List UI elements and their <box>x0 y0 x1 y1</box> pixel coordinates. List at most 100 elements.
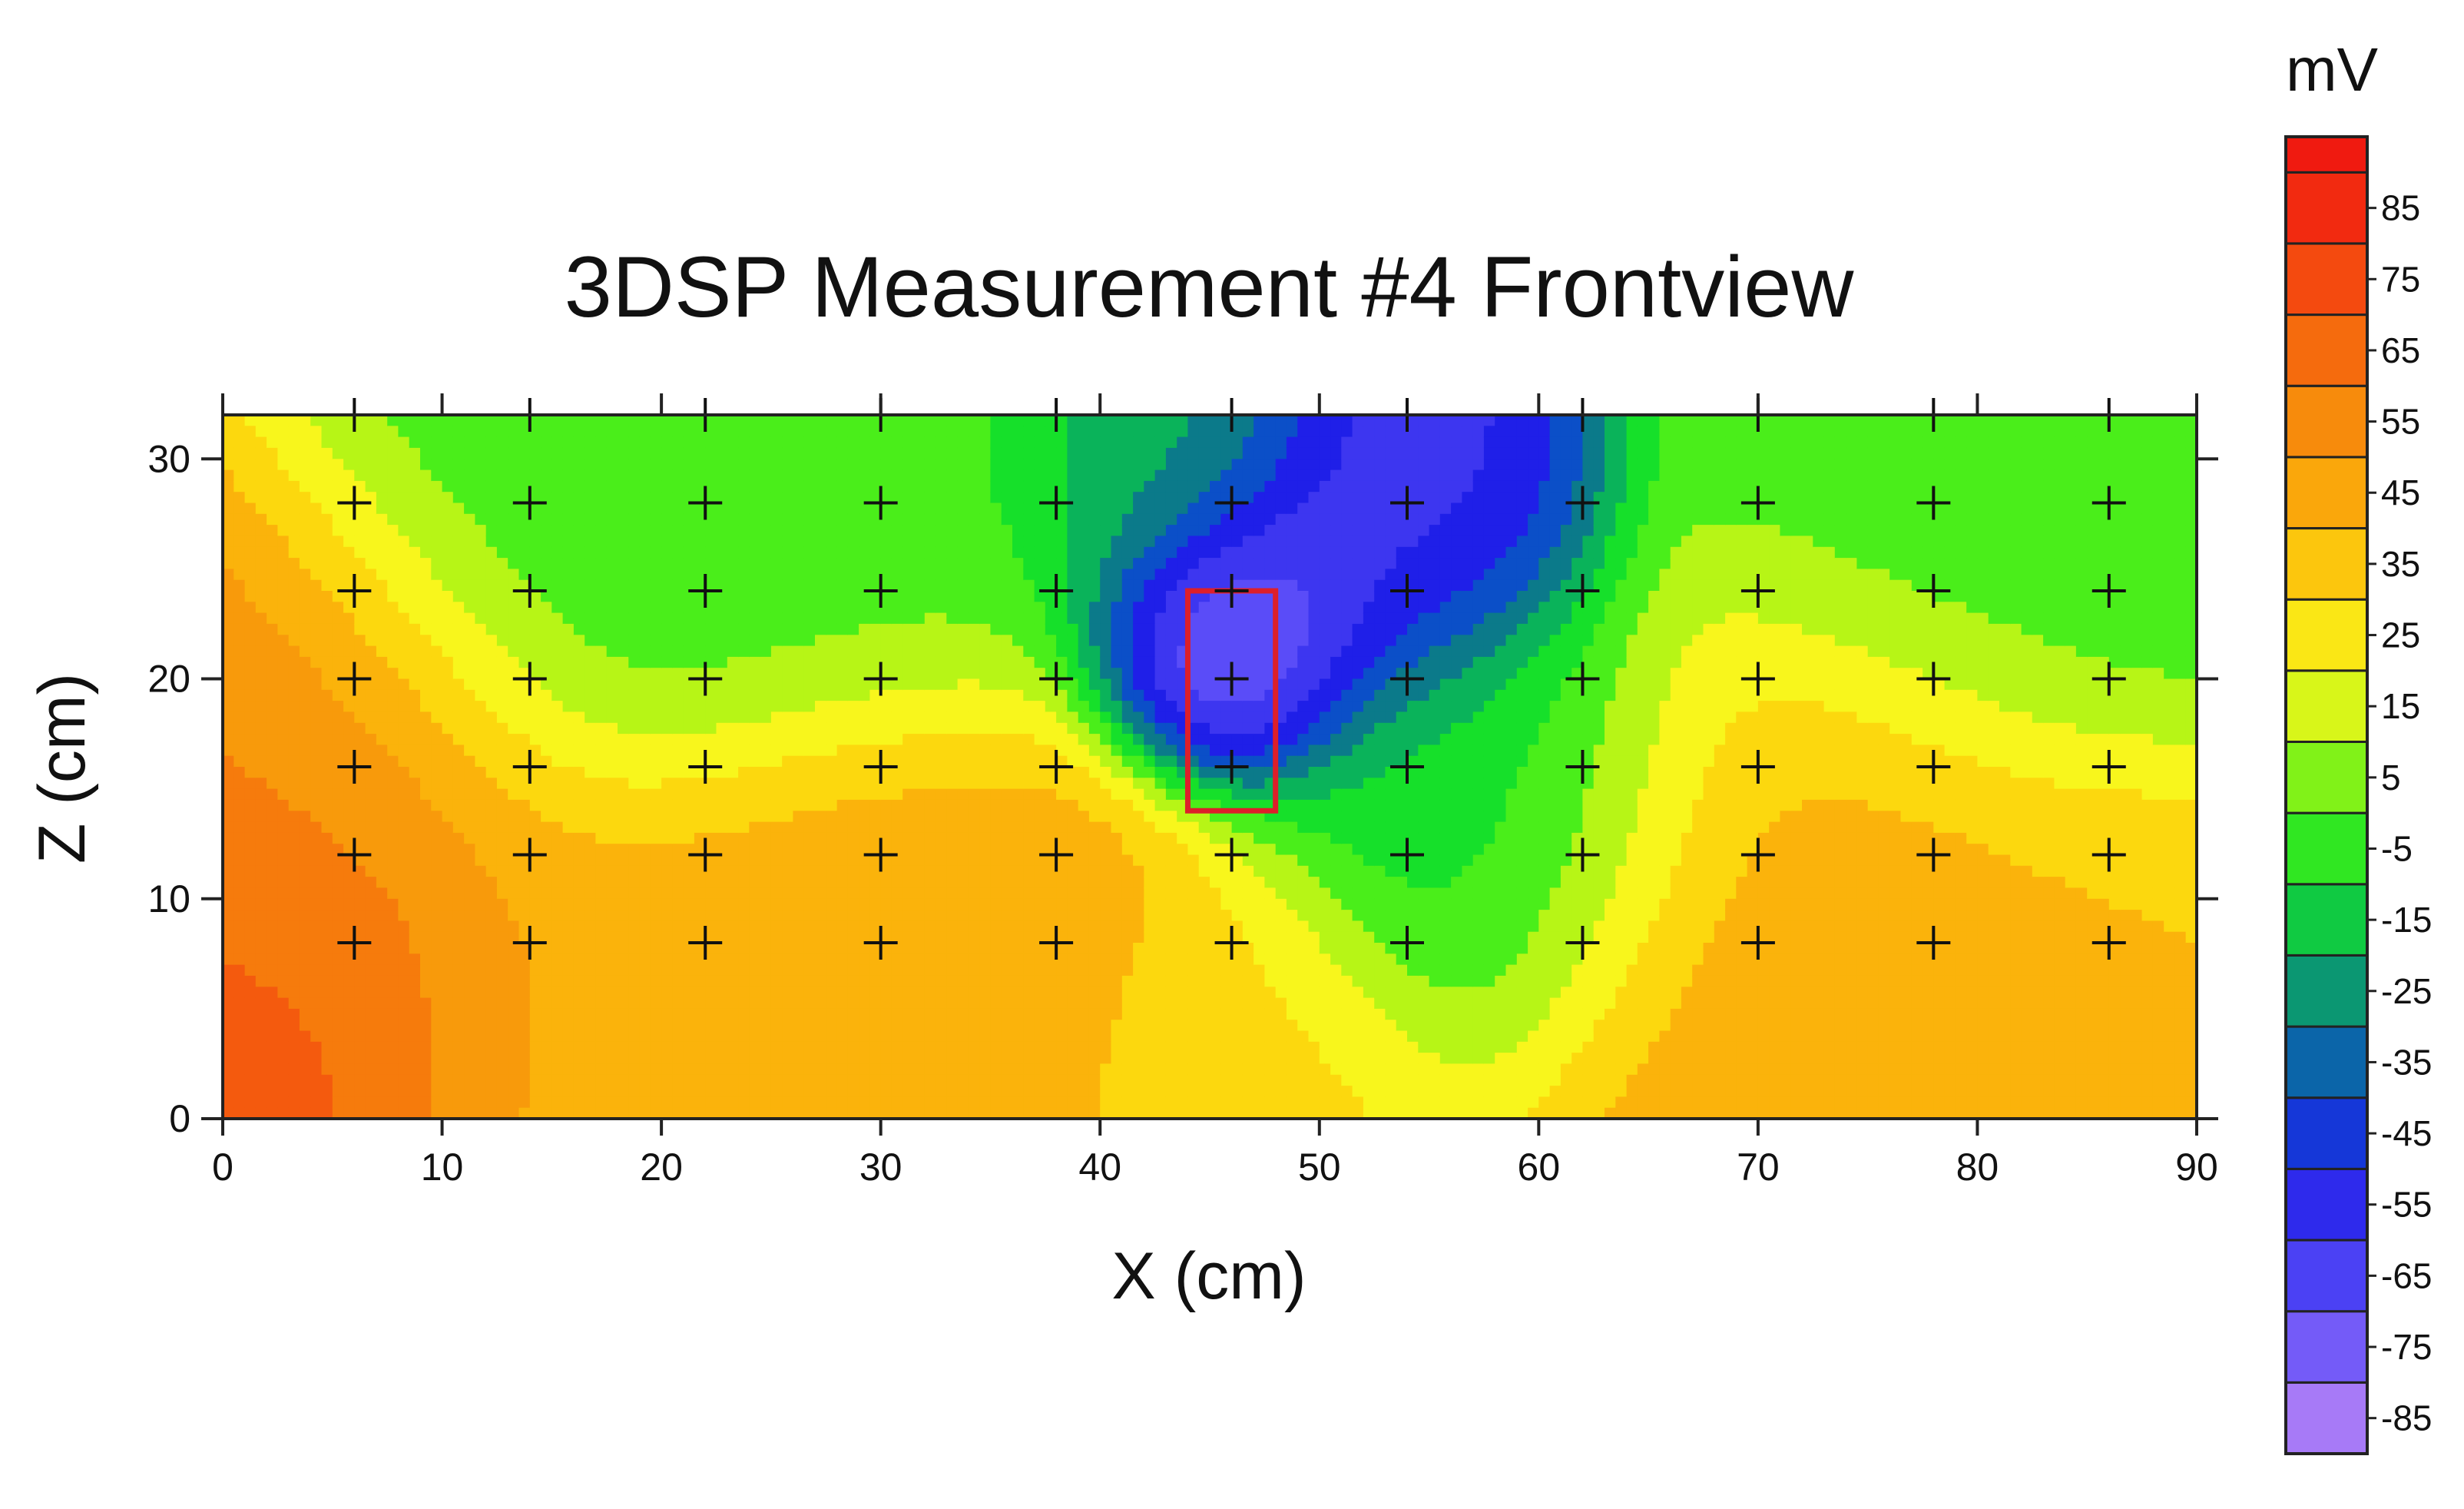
heat-cell <box>902 910 915 922</box>
heat-cell <box>859 635 871 647</box>
heat-cell <box>705 811 717 823</box>
heat-cell <box>299 943 311 955</box>
heat-cell <box>661 459 674 471</box>
heat-cell <box>661 656 674 668</box>
heat-cell <box>650 469 662 482</box>
heat-cell <box>694 536 706 548</box>
heat-cell <box>310 931 323 944</box>
heat-cell <box>902 645 915 658</box>
heat-cell <box>573 975 585 987</box>
heat-cell <box>452 788 465 801</box>
heat-cell <box>332 436 344 449</box>
heat-cell <box>869 711 882 724</box>
heat-cell <box>803 436 816 449</box>
heat-cell <box>376 612 388 625</box>
heat-cell <box>585 1086 597 1098</box>
heat-cell <box>880 1074 893 1086</box>
heat-cell <box>1067 701 1079 713</box>
heat-cell <box>1045 711 1057 724</box>
heat-cell <box>496 591 508 603</box>
heat-cell <box>760 1074 772 1086</box>
heat-cell <box>1056 1053 1068 1065</box>
heat-cell <box>968 426 980 438</box>
heat-cell <box>936 1063 948 1076</box>
heat-cell <box>398 701 410 713</box>
heat-cell <box>332 964 344 977</box>
heat-cell <box>836 964 849 977</box>
heat-cell <box>902 1053 915 1065</box>
heat-cell <box>398 722 410 735</box>
heat-cell <box>244 711 257 724</box>
heat-cell <box>990 1041 1002 1053</box>
heat-cell <box>343 1063 356 1076</box>
heat-cell <box>420 579 432 592</box>
heat-cell <box>815 898 827 910</box>
heat-cell <box>442 558 454 570</box>
heat-cell <box>464 701 476 713</box>
heat-cell <box>485 689 498 701</box>
heat-cell <box>398 854 410 867</box>
heat-cell <box>683 1053 695 1065</box>
heat-cell <box>770 877 783 889</box>
heat-cell <box>464 778 476 790</box>
heat-cell <box>936 1008 948 1020</box>
heat-cell <box>913 865 926 877</box>
heat-cell <box>343 953 356 966</box>
heat-cell <box>946 953 959 966</box>
heat-cell <box>990 1020 1002 1032</box>
heat-cell <box>442 1096 454 1109</box>
heat-cell <box>365 1030 377 1043</box>
heat-cell <box>760 887 772 900</box>
heat-cell <box>902 844 915 856</box>
heat-cell <box>223 525 235 537</box>
heat-cell <box>683 931 695 944</box>
heat-cell <box>518 678 531 691</box>
heat-cell <box>606 415 618 427</box>
heat-cell <box>518 821 531 834</box>
heat-cell <box>299 525 311 537</box>
heat-cell <box>836 987 849 999</box>
heat-cell <box>847 854 859 867</box>
heat-cell <box>562 1107 575 1119</box>
heat-cell <box>672 722 684 735</box>
heat-cell <box>968 898 980 910</box>
heat-cell <box>946 722 959 735</box>
heat-cell <box>1067 975 1079 987</box>
heat-cell <box>431 799 443 811</box>
heat-cell <box>267 502 279 515</box>
heat-cell <box>727 811 739 823</box>
heat-cell <box>628 734 641 746</box>
heat-cell <box>387 469 399 482</box>
heat-cell <box>793 821 805 834</box>
heat-cell <box>803 767 816 779</box>
heat-cell <box>277 668 290 680</box>
heat-cell <box>255 656 267 668</box>
heat-cell <box>749 1063 761 1076</box>
heat-cell <box>310 579 323 592</box>
heat-cell <box>1045 887 1057 900</box>
heat-cell <box>836 811 849 823</box>
heat-cell <box>387 645 399 658</box>
heat-cell <box>387 602 399 614</box>
heat-cell <box>508 558 520 570</box>
heat-cell <box>562 711 575 724</box>
heat-cell <box>431 459 443 471</box>
heat-cell <box>957 1063 969 1076</box>
heat-cell <box>585 525 597 537</box>
heat-cell <box>782 975 794 987</box>
heat-cell <box>1067 591 1079 603</box>
heat-cell <box>464 1107 476 1119</box>
heat-cell <box>529 1020 541 1032</box>
heat-cell <box>464 854 476 867</box>
heat-cell <box>683 1086 695 1098</box>
heat-cell <box>683 821 695 834</box>
heat-cell <box>529 1053 541 1065</box>
heat-cell <box>398 492 410 504</box>
heat-cell <box>990 579 1002 592</box>
heat-cell <box>650 964 662 977</box>
heat-cell <box>770 799 783 811</box>
heat-cell <box>255 579 267 592</box>
heat-cell <box>255 623 267 635</box>
heat-cell <box>957 734 969 746</box>
heat-cell <box>365 943 377 955</box>
